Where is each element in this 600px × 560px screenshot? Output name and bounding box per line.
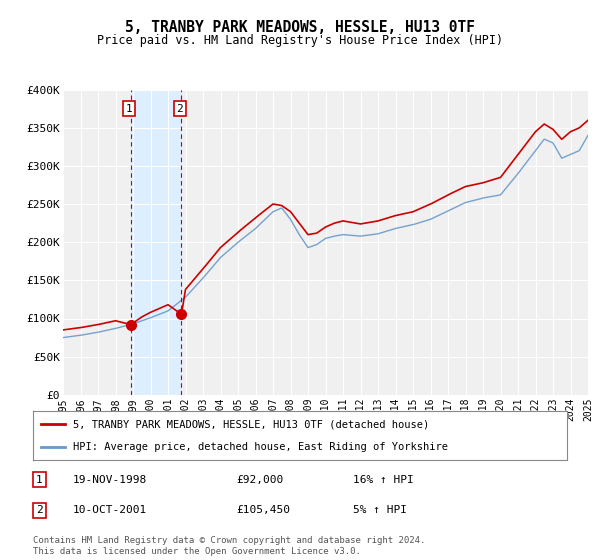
Text: 2: 2 — [36, 506, 43, 516]
Text: £92,000: £92,000 — [236, 474, 283, 484]
Text: Price paid vs. HM Land Registry's House Price Index (HPI): Price paid vs. HM Land Registry's House … — [97, 34, 503, 46]
Text: 1: 1 — [126, 104, 133, 114]
Text: 10-OCT-2001: 10-OCT-2001 — [73, 506, 148, 516]
Text: 19-NOV-1998: 19-NOV-1998 — [73, 474, 148, 484]
Text: 5% ↑ HPI: 5% ↑ HPI — [353, 506, 407, 516]
Text: £105,450: £105,450 — [236, 506, 290, 516]
Text: Contains HM Land Registry data © Crown copyright and database right 2024.
This d: Contains HM Land Registry data © Crown c… — [33, 536, 425, 556]
Text: 1: 1 — [36, 474, 43, 484]
Bar — [131, 90, 181, 395]
Text: 2: 2 — [176, 104, 183, 114]
Text: 16% ↑ HPI: 16% ↑ HPI — [353, 474, 414, 484]
Text: HPI: Average price, detached house, East Riding of Yorkshire: HPI: Average price, detached house, East… — [73, 442, 448, 452]
Text: 5, TRANBY PARK MEADOWS, HESSLE, HU13 0TF: 5, TRANBY PARK MEADOWS, HESSLE, HU13 0TF — [125, 20, 475, 35]
Text: 5, TRANBY PARK MEADOWS, HESSLE, HU13 0TF (detached house): 5, TRANBY PARK MEADOWS, HESSLE, HU13 0TF… — [73, 419, 430, 430]
